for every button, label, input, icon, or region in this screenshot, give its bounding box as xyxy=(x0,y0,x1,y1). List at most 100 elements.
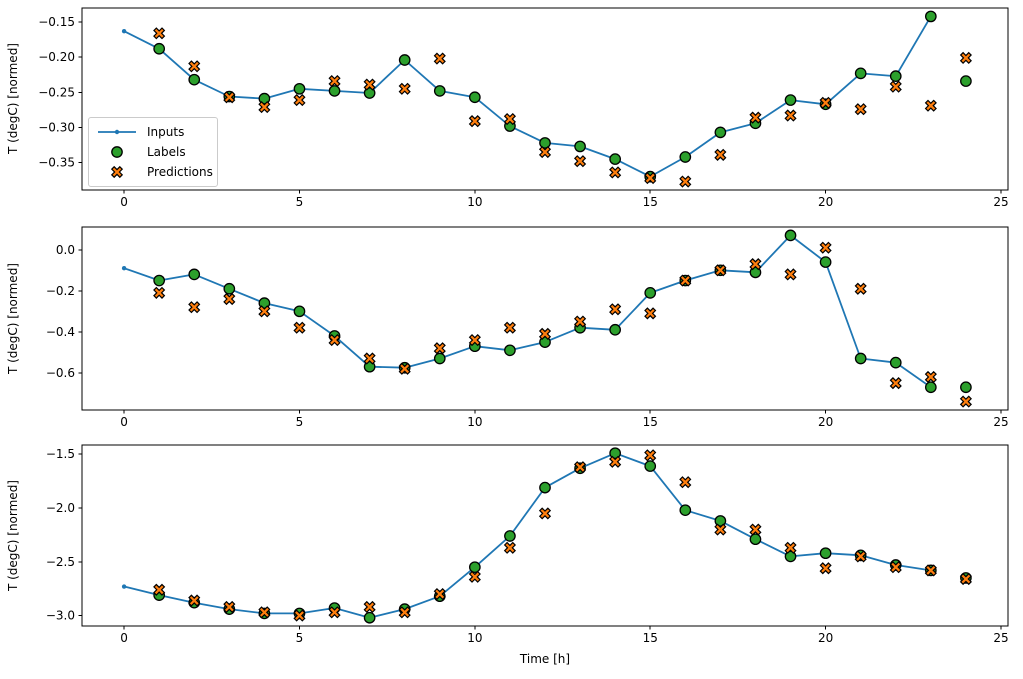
labels-marker xyxy=(504,344,516,357)
x-tick-label: 15 xyxy=(643,415,658,429)
predictions-marker xyxy=(503,541,517,554)
predictions-marker xyxy=(959,51,972,64)
predictions-marker xyxy=(468,570,481,583)
predictions-marker xyxy=(188,301,201,314)
labels-marker xyxy=(854,352,867,365)
labels-marker xyxy=(188,268,201,281)
labels-marker xyxy=(960,75,972,87)
predictions-marker xyxy=(328,333,341,347)
predictions-marker xyxy=(573,315,587,328)
labels-marker xyxy=(924,10,937,23)
y-tick-label: −0.6 xyxy=(46,366,75,380)
predictions-marker xyxy=(538,145,552,159)
x-tick-label: 20 xyxy=(818,415,833,429)
labels-marker xyxy=(784,94,797,106)
predictions-marker xyxy=(714,148,727,161)
predictions-marker xyxy=(363,78,376,91)
labels-marker xyxy=(363,611,376,624)
labels-marker xyxy=(609,447,622,460)
subplot-2: 0 5 10 15 20 25 0.0 −0.2 −0.4 −0.6 xyxy=(46,226,1009,429)
predictions-marker xyxy=(679,274,692,287)
predictions-marker xyxy=(749,258,762,271)
x-tick-label: 25 xyxy=(993,195,1008,209)
x-tick-label: 20 xyxy=(818,195,833,209)
labels-marker xyxy=(679,151,692,163)
predictions-marker xyxy=(644,171,657,185)
labels-marker xyxy=(188,73,201,86)
x-tick-label: 25 xyxy=(993,415,1008,429)
predictions-marker xyxy=(714,523,727,536)
x-tick-label: 10 xyxy=(467,195,482,209)
predictions-marker xyxy=(363,600,376,614)
labels-marker xyxy=(574,140,586,153)
labels-marker xyxy=(714,515,727,527)
predictions-marker xyxy=(854,103,867,116)
y-tick-label: −0.20 xyxy=(38,50,75,64)
predictions-marker xyxy=(223,91,236,104)
legend-item-predictions: Predictions xyxy=(95,162,213,182)
predictions-marker xyxy=(258,305,271,318)
labels-marker xyxy=(468,561,481,574)
predictions-marker xyxy=(468,333,481,347)
legend-label: Labels xyxy=(147,145,186,159)
legend-label: Predictions xyxy=(147,165,213,179)
predictions-marker xyxy=(784,268,797,281)
x-tick-label: 0 xyxy=(120,195,128,209)
labels-marker xyxy=(609,153,622,165)
predictions-marker xyxy=(538,507,552,520)
predictions-marker xyxy=(924,564,937,577)
predictions-marker xyxy=(223,600,236,614)
predictions-marker xyxy=(433,587,446,601)
predictions-marker xyxy=(153,27,166,40)
y-tick-label: −0.4 xyxy=(46,325,75,339)
predictions-marker xyxy=(854,550,867,563)
x-tick-label: 20 xyxy=(818,631,833,645)
labels-marker xyxy=(714,126,727,139)
labels-marker xyxy=(609,323,622,336)
labels-marker xyxy=(468,91,481,104)
labels-marker xyxy=(889,70,902,83)
labels-marker xyxy=(433,352,446,365)
labels-marker xyxy=(539,137,551,149)
predictions-marker xyxy=(363,352,376,365)
predictions-marker xyxy=(644,307,657,320)
predictions-marker xyxy=(819,562,832,575)
y-axis-label-text: T (degC) [normed] xyxy=(6,262,20,375)
predictions-marker xyxy=(573,461,587,474)
predictions-marker xyxy=(609,303,622,316)
y-tick-label: −0.15 xyxy=(38,15,75,29)
predictions-marker xyxy=(889,377,902,390)
predictions-marker xyxy=(188,594,201,607)
y-axis-label-text: T (degC) [normed] xyxy=(6,43,20,155)
labels-marker xyxy=(749,533,762,546)
labels-marker xyxy=(819,547,832,560)
labels-marker xyxy=(889,356,902,369)
predictions-marker xyxy=(679,175,692,188)
y-tick-label: −2.0 xyxy=(46,501,75,515)
labels-marker xyxy=(398,54,411,66)
predictions-marker xyxy=(749,523,762,536)
axes-spine xyxy=(81,226,1009,411)
labels-marker xyxy=(153,274,166,287)
predictions-marker xyxy=(433,52,446,65)
legend-item-inputs: Inputs xyxy=(95,122,211,142)
y-tick-label: −0.35 xyxy=(38,156,75,170)
labels-marker xyxy=(504,530,516,542)
legend-item-labels: Labels xyxy=(95,142,211,162)
x-tick-label: 5 xyxy=(296,195,304,209)
labels-marker xyxy=(644,287,657,299)
subplot-3: 0 5 10 15 20 25 −1.5 −2.0 −2.5 −3.0 xyxy=(46,444,1009,645)
labels-marker xyxy=(153,42,166,55)
y-tick-label: −1.5 xyxy=(46,447,75,461)
predictions-marker xyxy=(223,292,236,306)
predictions-marker xyxy=(609,455,622,468)
labels-marker xyxy=(644,460,657,472)
predictions-marker xyxy=(398,606,411,619)
labels-circle-icon xyxy=(111,146,123,158)
predictions-marker xyxy=(819,241,832,254)
axes-spine xyxy=(81,7,1009,191)
predictions-marker xyxy=(153,286,166,299)
x-tick-label: 5 xyxy=(296,415,304,429)
